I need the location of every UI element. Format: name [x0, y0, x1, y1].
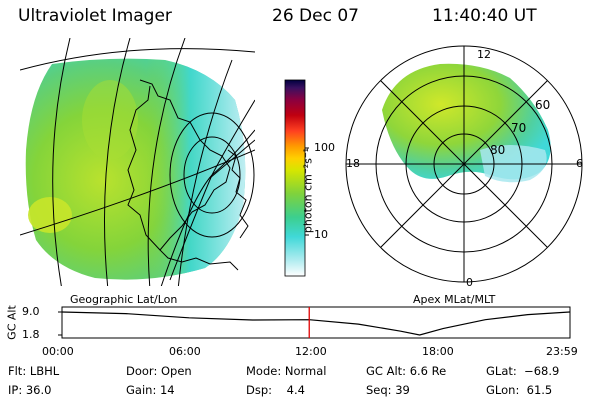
seq-value: Seq: 39: [366, 383, 410, 397]
glon-value: GLon: 61.5: [486, 383, 553, 397]
filter-value: Flt: LBHL: [8, 364, 60, 378]
date-label: 26 Dec 07: [272, 6, 359, 26]
coastline: [139, 79, 239, 271]
polar-panel-label: Apex MLat/MLT: [413, 293, 496, 306]
bright-band: [82, 80, 138, 160]
geographic-image: [20, 38, 255, 286]
ip-value: IP: 36.0: [8, 383, 52, 397]
colorbar-unit: photon cm⁻²s⁻¹: [301, 147, 315, 234]
dayside-cyan-fade: [25, 58, 246, 280]
altitude-ytick-9: 9.0: [22, 305, 40, 318]
xtick-12-00: 12:00: [295, 345, 327, 358]
altitude-curve: [61, 311, 570, 336]
lat-label-80: 80: [490, 143, 506, 157]
colorbar: [284, 79, 309, 277]
glat-value: GLat: −68.9: [486, 364, 560, 378]
door-value: Door: Open: [126, 364, 192, 378]
dsp-value: Dsp: 4.4: [246, 383, 305, 397]
bright-spot: [28, 197, 72, 233]
coastline-inner: [127, 85, 161, 251]
polar-plot: [345, 45, 583, 283]
altitude-ylabel: GC Alt: [5, 305, 19, 340]
gain-value: Gain: 14: [126, 383, 175, 397]
altitude-plot-frame: [61, 306, 571, 339]
mlt-label-0: 0: [466, 276, 473, 289]
altitude-plot: [58, 306, 571, 339]
lat-label-70: 70: [511, 121, 527, 135]
colorbar-label-10: 10: [314, 228, 328, 241]
lat-label-60: 60: [535, 98, 551, 112]
gc-alt-value: GC Alt: 6.6 Re: [366, 364, 447, 378]
xtick-00-00: 00:00: [42, 345, 74, 358]
geo-grid: [20, 38, 255, 286]
mlt-label-6: 6: [576, 157, 583, 170]
geographic-panel-label: Geographic Lat/Lon: [70, 293, 178, 306]
instrument-title: Ultraviolet Imager: [18, 6, 172, 26]
colorbar-label-100: 100: [314, 141, 335, 154]
polar-grid: [345, 45, 583, 283]
mlt-label-18: 18: [346, 157, 360, 170]
time-label: 11:40:40 UT: [432, 6, 537, 26]
mlt-label-12: 12: [477, 48, 491, 61]
colorbar-gradient: [284, 79, 306, 277]
mode-value: Mode: Normal: [246, 364, 327, 378]
island-coast: [227, 149, 249, 239]
xtick-18-00: 18:00: [422, 345, 454, 358]
altitude-ytick-1-8: 1.8: [22, 328, 40, 341]
xtick-06-00: 06:00: [169, 345, 201, 358]
xtick-23-59: 23:59: [546, 345, 578, 358]
